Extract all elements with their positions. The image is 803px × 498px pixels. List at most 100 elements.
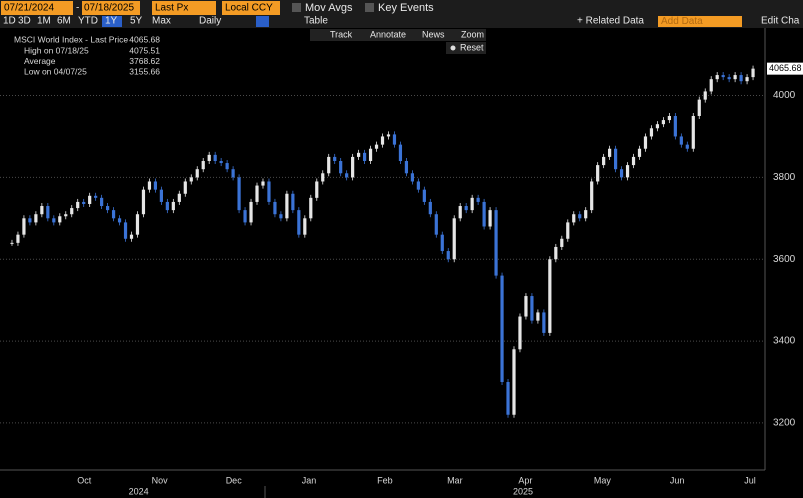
edit-chart[interactable]: Edit Cha <box>761 16 800 27</box>
candle <box>679 136 683 145</box>
candle <box>189 177 193 182</box>
candle <box>105 206 110 211</box>
field-box[interactable] <box>152 1 216 15</box>
candle <box>88 195 92 204</box>
candle <box>458 206 462 219</box>
candle <box>207 154 211 162</box>
candle <box>428 201 432 215</box>
candle <box>46 206 50 219</box>
candle <box>76 201 80 209</box>
candle <box>333 156 337 162</box>
candle <box>500 275 504 383</box>
range-button[interactable]: 5Y <box>130 16 143 27</box>
related-data[interactable]: + Related Data <box>577 16 644 27</box>
table-button[interactable]: Table <box>304 16 328 27</box>
candle <box>685 144 689 149</box>
candle <box>58 216 62 223</box>
candle <box>524 296 528 317</box>
candle <box>512 349 516 415</box>
key-events[interactable]: Key Events <box>378 2 434 14</box>
last-price: 4065.68 <box>769 63 802 73</box>
candle <box>506 382 510 415</box>
y-tick-label: 4000 <box>773 90 796 101</box>
frequency[interactable]: Daily <box>199 16 221 27</box>
candle <box>566 222 570 239</box>
candle <box>165 201 169 211</box>
candle <box>327 156 331 174</box>
legend-label: High on 07/18/25 <box>24 45 89 55</box>
candle <box>297 210 301 235</box>
range-button[interactable]: 6M <box>57 16 71 27</box>
field[interactable]: Last Px <box>155 3 188 14</box>
x-tick-label: Apr <box>518 475 532 485</box>
range-button[interactable]: 1D <box>3 16 16 27</box>
end-date-box[interactable] <box>82 1 140 15</box>
checkbox[interactable] <box>365 3 374 12</box>
start-date-box[interactable] <box>1 1 73 15</box>
tool-button[interactable]: News <box>422 29 445 39</box>
legend-label: Low on 04/07/25 <box>24 66 87 76</box>
add-data-box[interactable] <box>658 16 742 27</box>
range-button[interactable]: Max <box>152 16 171 27</box>
checkbox[interactable] <box>292 3 301 12</box>
candle <box>613 148 618 170</box>
tool-button[interactable]: Zoom <box>461 29 484 39</box>
currency-box[interactable] <box>222 1 280 15</box>
candle <box>673 115 677 137</box>
candle <box>285 193 289 219</box>
candle <box>171 201 175 211</box>
currency[interactable]: Local CCY <box>225 3 273 14</box>
candle <box>28 218 32 223</box>
add-data[interactable]: Add Data <box>661 16 703 27</box>
candle <box>52 218 56 223</box>
start-date[interactable]: 07/21/2024 <box>4 3 54 14</box>
candle <box>464 206 468 211</box>
candle <box>94 195 98 198</box>
tool-button[interactable]: Track <box>330 29 353 39</box>
reset-bg[interactable] <box>446 42 486 54</box>
candle <box>584 210 588 219</box>
candle <box>159 189 163 202</box>
candle <box>572 214 576 223</box>
chart-type-icon[interactable] <box>256 16 269 27</box>
candle <box>153 181 158 190</box>
candle <box>249 201 253 223</box>
candle <box>243 210 247 223</box>
y-tick-label: 3600 <box>773 254 796 265</box>
candle <box>195 169 199 178</box>
candle <box>542 312 546 333</box>
x-tick-label: Dec <box>226 475 243 485</box>
last-price-tag <box>767 62 803 75</box>
range-button[interactable]: YTD <box>78 16 98 27</box>
x-tick-label: Jul <box>744 475 756 485</box>
mov-avgs[interactable]: Mov Avgs <box>305 2 353 14</box>
candle <box>625 165 630 178</box>
candle <box>321 173 325 182</box>
range-button[interactable]: 3D <box>18 16 31 27</box>
candle <box>578 214 582 219</box>
legend-value: 3155.66 <box>129 66 160 76</box>
y-tick-label: 3400 <box>773 336 796 347</box>
reset[interactable]: Reset <box>460 42 484 52</box>
candle <box>440 234 444 252</box>
end-date[interactable]: 07/18/2025 <box>84 3 134 14</box>
candle <box>117 218 122 223</box>
candle <box>631 156 636 166</box>
range-button[interactable]: 1Y <box>105 16 118 27</box>
x-tick-label: Jan <box>302 475 317 485</box>
reset-icon <box>450 45 456 51</box>
candle <box>177 193 181 202</box>
candle <box>643 136 648 149</box>
x-tick-label: May <box>594 475 612 485</box>
candle <box>261 181 265 186</box>
candle <box>536 312 540 321</box>
candle <box>16 234 20 243</box>
candle <box>655 124 660 129</box>
candle <box>476 197 480 202</box>
candle <box>560 238 564 247</box>
candle <box>554 246 558 260</box>
range-button[interactable]: 1M <box>37 16 51 27</box>
tool-button[interactable]: Annotate <box>370 29 406 39</box>
candle <box>530 296 534 321</box>
